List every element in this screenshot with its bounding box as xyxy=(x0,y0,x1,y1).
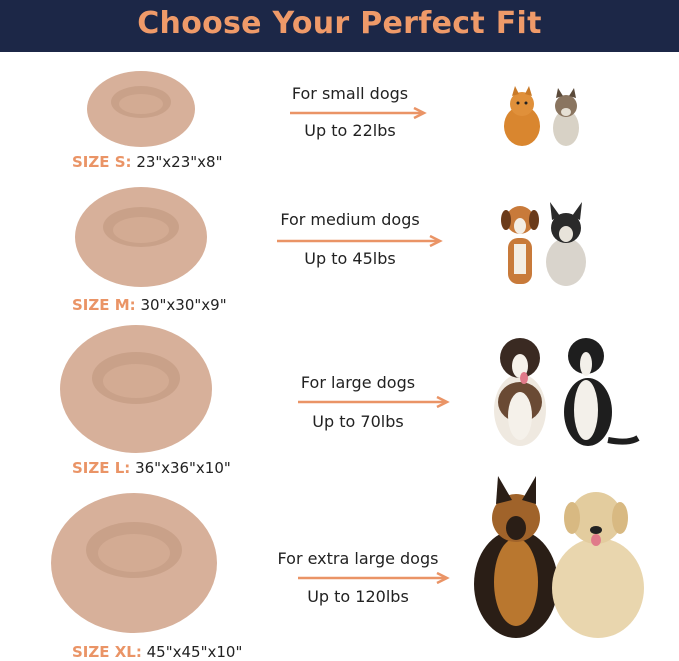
arrow-right-icon xyxy=(298,572,450,584)
medium-dogs-image xyxy=(501,202,586,286)
size-label-s: SIZE S: 23"x23"x8" xyxy=(72,153,222,171)
size-label-xl: SIZE XL: 45"x45"x10" xyxy=(72,643,242,661)
weight-text: Up to 70lbs xyxy=(312,412,404,431)
header-banner: Choose Your Perfect Fit xyxy=(0,0,679,52)
dog-size-text: For medium dogs xyxy=(280,210,420,229)
size-label-m: SIZE M: 30"x30"x9" xyxy=(72,296,227,314)
large-dogs-image xyxy=(494,338,640,446)
weight-text: Up to 45lbs xyxy=(304,249,396,268)
size-dims: 23"x23"x8" xyxy=(136,153,223,171)
bed-image-s xyxy=(87,71,195,147)
size-name: SIZE S: xyxy=(72,153,132,171)
bed-image-m xyxy=(75,187,207,287)
extra-large-dogs-image xyxy=(474,476,644,638)
size-dims: 45"x45"x10" xyxy=(146,643,243,661)
arrow-right-icon xyxy=(277,235,443,247)
size-dims: 36"x36"x10" xyxy=(135,459,231,477)
size-name: SIZE XL: xyxy=(72,643,142,661)
page-title: Choose Your Perfect Fit xyxy=(137,6,542,41)
dog-size-text: For extra large dogs xyxy=(277,549,439,568)
bed-image-l xyxy=(60,325,212,453)
dog-size-text: For large dogs xyxy=(300,373,416,392)
size-dims: 30"x30"x9" xyxy=(140,296,227,314)
weight-text: Up to 22lbs xyxy=(304,121,396,140)
size-name: SIZE M: xyxy=(72,296,136,314)
bed-image-xl xyxy=(51,493,217,633)
dog-size-text: For small dogs xyxy=(291,84,409,103)
size-label-l: SIZE L: 36"x36"x10" xyxy=(72,459,231,477)
weight-text: Up to 120lbs xyxy=(307,587,409,606)
size-name: SIZE L: xyxy=(72,459,131,477)
arrow-right-icon xyxy=(290,107,427,119)
small-dogs-image xyxy=(504,86,579,146)
arrow-right-icon xyxy=(298,396,450,408)
